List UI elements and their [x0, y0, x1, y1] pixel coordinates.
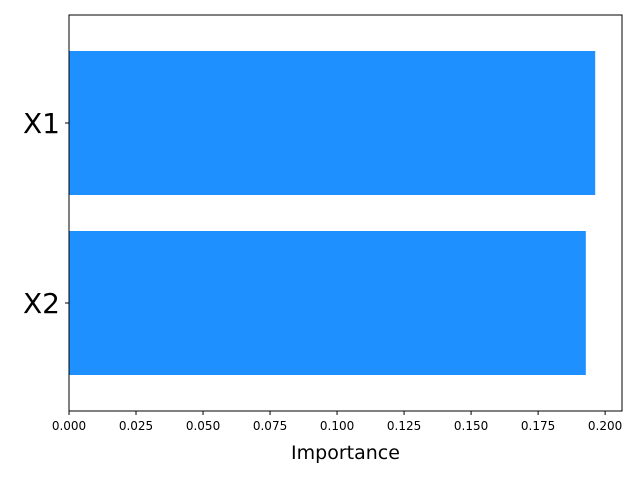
- x-tick-label: 0.100: [320, 419, 354, 433]
- y-axis: X1 X2: [23, 107, 69, 320]
- x-tick-label: 0.150: [454, 419, 488, 433]
- x-tick-label: 0.025: [119, 419, 153, 433]
- plot-frame: [68, 14, 623, 412]
- x-axis-title: Importance: [291, 442, 400, 464]
- y-tick-label: X2: [23, 287, 60, 320]
- x-tick-label: 0.125: [387, 419, 421, 433]
- x-tick-label: 0.000: [52, 419, 86, 433]
- bar-x2: [69, 231, 586, 375]
- x-tick-label: 0.200: [588, 419, 622, 433]
- x-tick-label: 0.175: [521, 419, 555, 433]
- x-axis: 0.000 0.025 0.050 0.075 0.100 0.125 0.150 0.175…: [52, 411, 622, 433]
- x-tick-label: 0.050: [186, 419, 220, 433]
- y-tick-label: X1: [23, 107, 60, 140]
- bars-layer: [69, 51, 596, 375]
- bar-x1: [69, 51, 596, 195]
- x-tick-label: 0.075: [253, 419, 287, 433]
